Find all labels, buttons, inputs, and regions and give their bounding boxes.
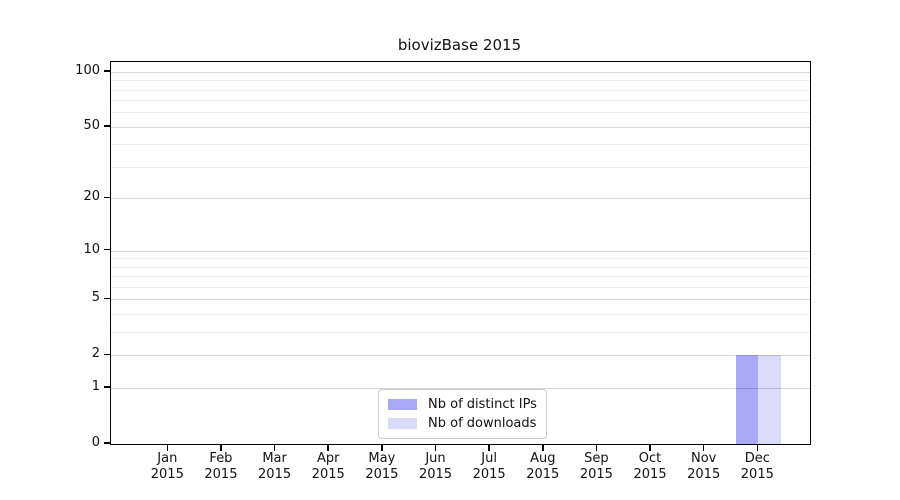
x-tick-label-month: Aug — [530, 451, 556, 466]
y-tick-label: 1 — [91, 379, 100, 395]
bar-downloads — [758, 355, 781, 444]
x-tick-label-month: May — [368, 451, 396, 466]
x-tick-label-year: 2015 — [526, 467, 560, 482]
x-tick-label-month: Nov — [691, 451, 717, 466]
legend-row: Nb of downloads — [388, 414, 537, 433]
x-tick-mark — [702, 444, 705, 451]
minor-gridline — [111, 112, 810, 114]
y-tick-mark — [104, 386, 110, 388]
x-tick-mark — [166, 444, 169, 451]
x-tick-label-month: Mar — [262, 451, 287, 466]
x-tick-label-month: Jun — [425, 451, 446, 466]
y-tick-label: 5 — [91, 290, 100, 306]
x-tick-mark — [327, 444, 329, 451]
legend-label-downloads: Nb of downloads — [428, 416, 537, 431]
major-gridline — [111, 355, 810, 357]
y-tick-label: 100 — [75, 62, 100, 78]
x-tick-label-year: 2015 — [740, 467, 774, 482]
x-tick-mark — [756, 444, 759, 451]
x-tick-label-year: 2015 — [258, 467, 292, 482]
x-tick-mark — [649, 444, 651, 451]
x-tick-mark — [595, 444, 598, 451]
x-tick-label-year: 2015 — [472, 467, 506, 482]
major-gridline — [111, 299, 810, 301]
minor-gridline — [111, 89, 810, 91]
legend-label-distinct-ips: Nb of distinct IPs — [428, 397, 537, 412]
y-tick-label: 0 — [91, 435, 100, 450]
y-tick-mark — [104, 353, 110, 356]
y-tick-mark — [104, 297, 110, 300]
y-tick-label: 20 — [83, 189, 100, 205]
y-tick-label: 2 — [91, 346, 100, 362]
y-tick-mark — [104, 248, 110, 251]
minor-gridline — [111, 266, 810, 268]
x-tick-mark — [273, 444, 276, 451]
x-tick-label-month: Oct — [638, 451, 662, 466]
x-tick-mark — [488, 444, 490, 451]
x-tick-label-month: Dec — [744, 451, 770, 466]
x-tick-label-year: 2015 — [418, 467, 453, 482]
y-tick-mark — [104, 442, 110, 444]
minor-gridline — [111, 332, 810, 334]
y-tick-mark — [104, 70, 110, 72]
minor-gridline — [111, 167, 810, 169]
chart-title: biovizBase 2015 — [397, 36, 522, 54]
x-tick-mark — [434, 444, 437, 451]
legend-swatch-downloads — [388, 418, 417, 429]
x-tick-mark — [220, 444, 222, 451]
plot-area — [110, 61, 811, 445]
major-gridline — [111, 126, 810, 128]
y-tick-label: 10 — [83, 241, 100, 257]
y-tick-label: 50 — [83, 117, 100, 133]
x-tick-label-month: Sep — [584, 451, 609, 466]
legend-swatch-distinct-ips — [388, 399, 417, 410]
minor-gridline — [111, 258, 810, 260]
x-tick-mark — [542, 444, 544, 451]
x-tick-label-month: Jan — [157, 451, 178, 466]
x-tick-label-year: 2015 — [687, 467, 721, 482]
x-tick-label-year: 2015 — [633, 467, 667, 482]
x-tick-label-year: 2015 — [365, 467, 399, 482]
minor-gridline — [111, 287, 810, 289]
x-tick-label-year: 2015 — [311, 467, 345, 482]
major-gridline — [111, 198, 810, 200]
major-gridline — [111, 71, 810, 73]
minor-gridline — [111, 80, 810, 82]
x-tick-label-month: Feb — [209, 451, 233, 466]
minor-gridline — [111, 100, 810, 102]
x-tick-label-year: 2015 — [150, 467, 184, 482]
minor-gridline — [111, 144, 810, 146]
legend-row: Nb of distinct IPs — [388, 395, 537, 414]
minor-gridline — [111, 314, 810, 316]
x-tick-label-year: 2015 — [579, 467, 613, 482]
x-tick-label-month: Jul — [481, 451, 497, 466]
x-tick-label-year: 2015 — [204, 467, 238, 482]
x-tick-label-month: Apr — [316, 451, 340, 466]
x-tick-mark — [381, 444, 383, 451]
y-tick-mark — [104, 196, 110, 199]
legend: Nb of distinct IPs Nb of downloads — [378, 389, 547, 439]
y-tick-mark — [104, 125, 110, 127]
minor-gridline — [111, 276, 810, 278]
major-gridline — [111, 388, 810, 390]
bar-distinct-ips — [735, 355, 759, 444]
major-gridline — [111, 250, 810, 252]
